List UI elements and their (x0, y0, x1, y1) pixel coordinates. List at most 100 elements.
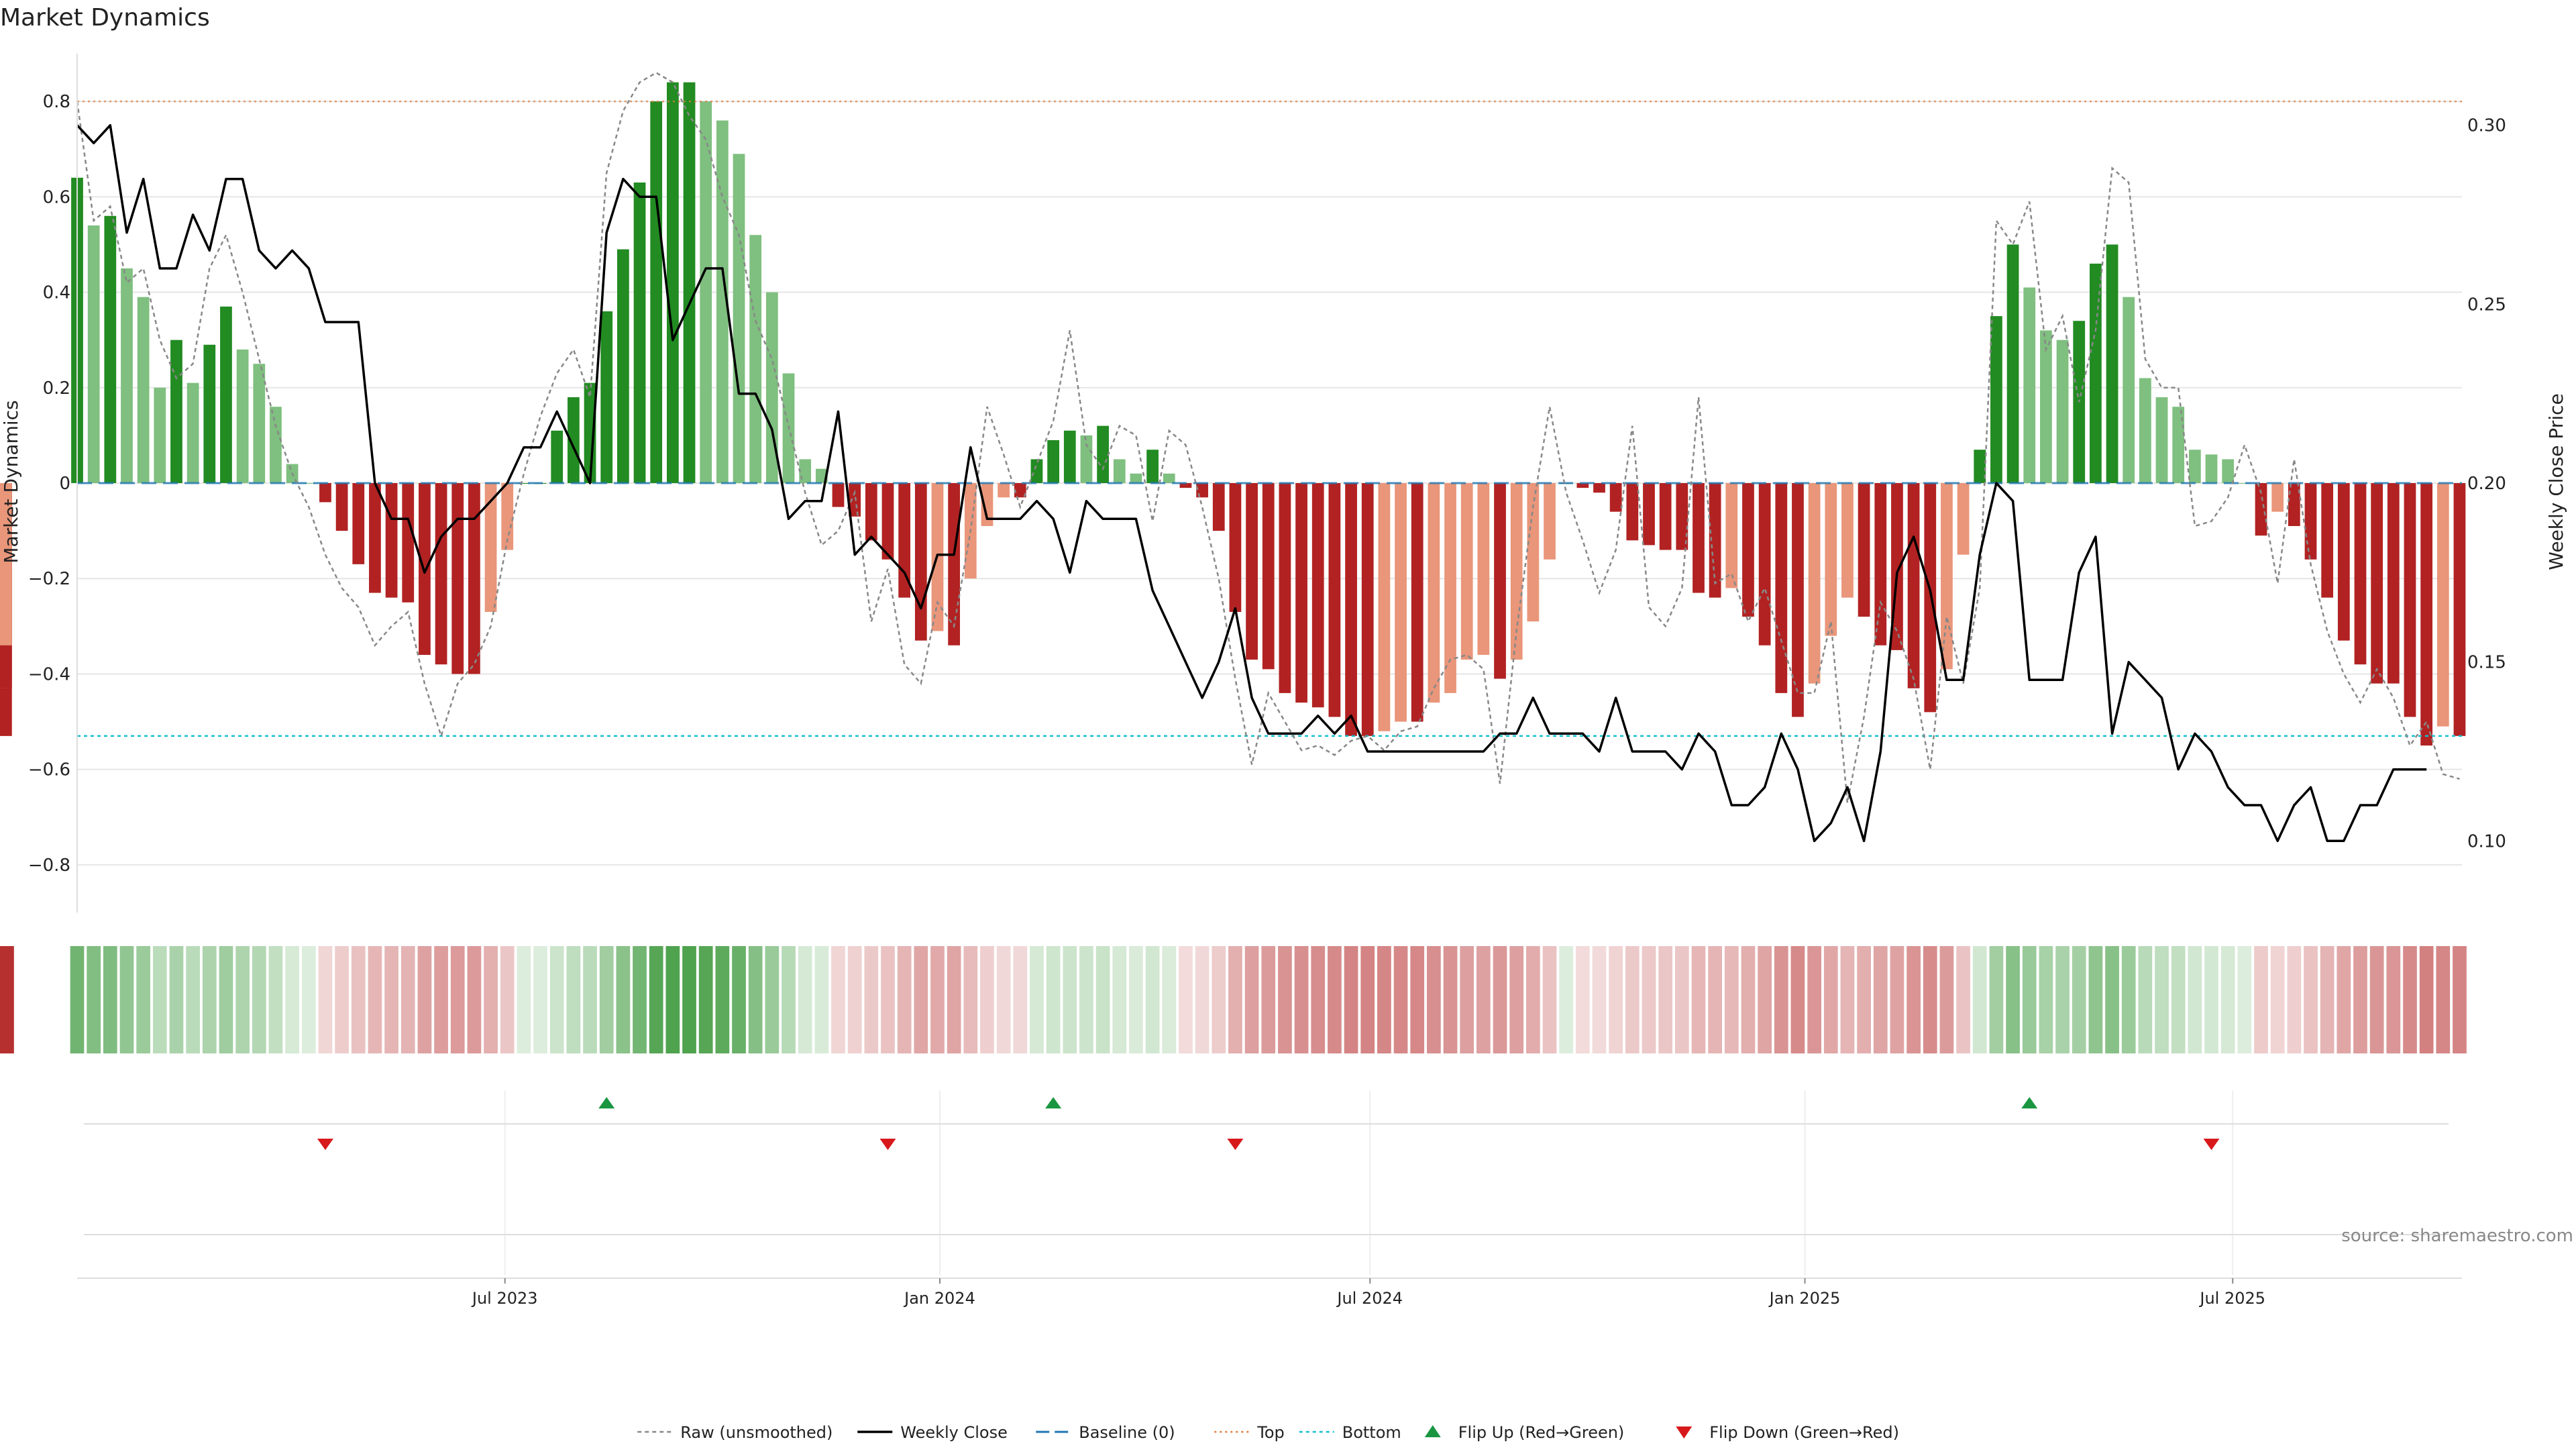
dynamics-bar (1444, 483, 1456, 693)
dynamics-bar (121, 268, 133, 483)
y-tick-left: −0.6 (28, 760, 70, 780)
heat-cell (914, 946, 928, 1053)
heat-cell (1129, 946, 1143, 1053)
dynamics-bar (1411, 483, 1424, 722)
flip-up-marker (1045, 1097, 1062, 1108)
legend-label: Raw (unsmoothed) (680, 1423, 833, 1442)
dynamics-bar (1792, 483, 1804, 717)
heat-cell (1030, 946, 1044, 1053)
heat-cell (2121, 946, 2136, 1053)
dynamics-bar (1494, 483, 1506, 679)
heat-cell (1708, 946, 1722, 1053)
heat-cell (1360, 946, 1375, 1053)
legend-item: Top (1214, 1423, 1285, 1442)
heat-cell (847, 946, 862, 1053)
dynamics-bar (1196, 483, 1208, 498)
dynamics-bar (1311, 483, 1324, 708)
dynamics-bar (584, 382, 596, 483)
heat-cell (1145, 946, 1160, 1053)
dynamics-bar (518, 483, 530, 484)
heat-cell (119, 946, 134, 1053)
y-tick-left: −0.8 (28, 855, 70, 876)
heat-cell (1261, 946, 1276, 1053)
heat-cell (87, 946, 101, 1053)
flip-markers (84, 1097, 2449, 1235)
heat-cell (2220, 946, 2235, 1053)
heat-cell (400, 946, 415, 1053)
heat-cell (1244, 946, 1259, 1053)
axes-layer: 0.80.60.40.20−0.2−0.4−0.6−0.80.300.250.2… (28, 54, 2506, 913)
heat-cell (0, 946, 14, 1053)
dynamics-bar (2123, 297, 2135, 483)
legend-item: Baseline (0) (1036, 1423, 1175, 1442)
heat-cell (2419, 946, 2434, 1053)
heat-cell (1344, 946, 1358, 1053)
heat-cell (1525, 946, 1540, 1053)
dynamics-bar (319, 483, 331, 503)
heat-cell (500, 946, 515, 1053)
heat-cell (2188, 946, 2202, 1053)
dynamics-bar (1609, 483, 1622, 512)
dynamics-bar (1527, 483, 1540, 622)
dynamics-bar (2354, 483, 2367, 665)
dynamics-bar (2436, 483, 2449, 727)
dynamics-bar (1030, 459, 1043, 483)
dynamics-bar (369, 483, 381, 593)
heat-cell (1790, 946, 1805, 1053)
legend-swatch-flip-up (1424, 1425, 1441, 1437)
heat-cell (963, 946, 978, 1053)
heat-cell (517, 946, 531, 1053)
dynamics-bar (666, 82, 679, 483)
heat-cell (1427, 946, 1441, 1053)
heat-cell (1873, 946, 1888, 1053)
dynamics-bar (484, 483, 497, 612)
bars-layer (0, 82, 2466, 746)
heat-cell (583, 946, 597, 1053)
dynamics-bar (220, 306, 232, 483)
legend-swatch-flip-down (1676, 1427, 1693, 1439)
heat-cell (2436, 946, 2451, 1053)
dynamics-bar (468, 483, 480, 674)
dynamics-bar (1179, 483, 1192, 488)
heat-cell (616, 946, 631, 1053)
heat-cell (1328, 946, 1342, 1053)
heat-cell (1063, 946, 1077, 1053)
heat-cell (665, 946, 680, 1053)
flip-down-marker (1227, 1139, 1244, 1150)
y-tick-left: 0.6 (43, 187, 70, 207)
dynamics-bar (1361, 483, 1374, 736)
heat-cell (2171, 946, 2186, 1053)
heat-cell (2072, 946, 2086, 1053)
dynamics-bar (1113, 459, 1126, 483)
dynamics-bar (1544, 483, 1556, 560)
heat-cell (1840, 946, 1855, 1053)
heat-cell (2237, 946, 2252, 1053)
heat-cell (1989, 946, 2004, 1053)
dynamics-bar (617, 249, 629, 483)
dynamics-bar (170, 340, 182, 483)
heat-cell (1179, 946, 1193, 1053)
heat-cell (1476, 946, 1491, 1053)
dynamics-bar (2255, 483, 2267, 536)
y-tick-right: 0.25 (2467, 295, 2506, 315)
dynamics-bar (1825, 483, 1837, 636)
dynamics-bar (799, 459, 812, 483)
dynamics-bar (1229, 483, 1242, 612)
y-tick-left: 0.8 (43, 92, 70, 112)
dynamics-bar (1163, 473, 1175, 483)
heat-cell (2304, 946, 2318, 1053)
dynamics-bar (352, 483, 365, 564)
dynamics-bar (765, 292, 778, 483)
heat-cell (1377, 946, 1391, 1053)
y-tick-left: 0.2 (43, 378, 70, 399)
heat-cell (202, 946, 217, 1053)
heat-cell (219, 946, 233, 1053)
dynamics-bar (1428, 483, 1440, 703)
dynamics-bar (137, 297, 150, 483)
heat-cell (897, 946, 912, 1053)
dynamics-bar (1858, 483, 1870, 617)
dynamics-bar (451, 483, 464, 674)
dynamics-bar (1957, 483, 1970, 555)
heat-cell (1095, 946, 1110, 1053)
heat-cell (301, 946, 316, 1053)
